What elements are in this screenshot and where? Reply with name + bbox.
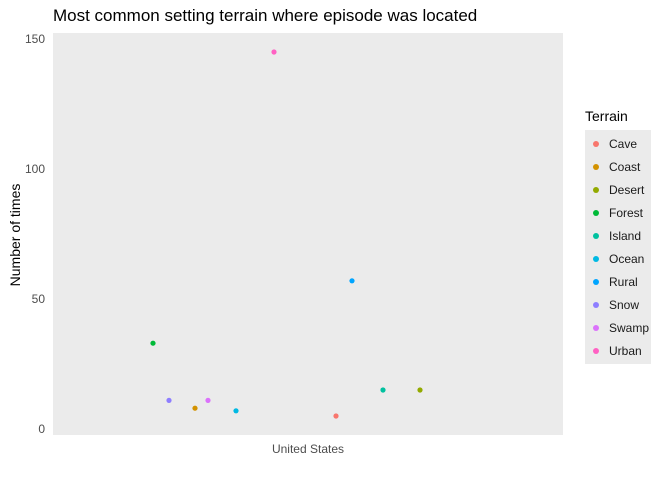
legend-dot-icon bbox=[593, 163, 599, 170]
legend-key bbox=[585, 255, 607, 262]
data-point-urban bbox=[271, 49, 277, 55]
legend-label: Forest bbox=[609, 205, 644, 220]
legend-dot-icon bbox=[593, 186, 599, 193]
data-point-forest bbox=[150, 340, 156, 346]
legend-label: Rural bbox=[609, 274, 638, 289]
legend-item-swamp: Swamp bbox=[585, 316, 651, 339]
legend-dot-icon bbox=[593, 232, 599, 239]
legend-key bbox=[585, 301, 607, 308]
legend: Terrain Cave Coast Desert Forest Island Ocean… bbox=[585, 108, 652, 364]
legend-dot-icon bbox=[593, 209, 599, 216]
legend-box: Cave Coast Desert Forest Island Ocean Rural Sno… bbox=[585, 130, 652, 364]
legend-title: Terrain bbox=[585, 108, 628, 124]
data-point-swamp bbox=[205, 397, 211, 403]
y-tick-label: 50 bbox=[32, 292, 46, 306]
legend-dot-icon bbox=[593, 255, 599, 262]
legend-key bbox=[585, 186, 607, 193]
data-point-cave bbox=[333, 413, 339, 419]
legend-dot-icon bbox=[593, 324, 599, 331]
legend-key bbox=[585, 324, 607, 331]
chart-title: Most common setting terrain where episod… bbox=[53, 6, 478, 25]
legend-label: Snow bbox=[609, 297, 640, 312]
y-axis-title: Number of times bbox=[7, 184, 23, 287]
legend-label: Coast bbox=[609, 159, 641, 174]
plot-panel bbox=[53, 33, 563, 435]
y-tick-label: 100 bbox=[25, 162, 45, 176]
x-tick-label: United States bbox=[272, 442, 344, 456]
legend-item-forest: Forest bbox=[585, 201, 651, 224]
legend-item-coast: Coast bbox=[585, 155, 651, 178]
legend-label: Urban bbox=[609, 343, 642, 358]
legend-item-cave: Cave bbox=[585, 132, 651, 155]
data-point-island bbox=[380, 387, 386, 393]
legend-item-island: Island bbox=[585, 224, 651, 247]
legend-label: Ocean bbox=[609, 251, 645, 266]
legend-key bbox=[585, 140, 607, 147]
legend-key bbox=[585, 232, 607, 239]
legend-dot-icon bbox=[593, 347, 599, 354]
legend-key bbox=[585, 347, 607, 354]
y-tick-label: 0 bbox=[38, 422, 45, 436]
data-points bbox=[150, 49, 423, 419]
legend-key bbox=[585, 278, 607, 285]
data-point-ocean bbox=[233, 408, 239, 414]
legend-label: Desert bbox=[609, 182, 645, 197]
legend-item-ocean: Ocean bbox=[585, 247, 651, 270]
data-point-desert bbox=[417, 387, 423, 393]
legend-dot-icon bbox=[593, 278, 599, 285]
legend-dot-icon bbox=[593, 140, 599, 147]
data-point-coast bbox=[192, 405, 198, 411]
legend-label: Island bbox=[609, 228, 642, 243]
legend-item-desert: Desert bbox=[585, 178, 651, 201]
legend-item-snow: Snow bbox=[585, 293, 651, 316]
legend-label: Swamp bbox=[609, 320, 650, 335]
data-point-snow bbox=[166, 397, 172, 403]
legend-item-rural: Rural bbox=[585, 270, 651, 293]
y-tick-label: 150 bbox=[25, 32, 45, 46]
legend-item-urban: Urban bbox=[585, 339, 651, 362]
legend-key bbox=[585, 163, 607, 170]
legend-key bbox=[585, 209, 607, 216]
data-point-rural bbox=[349, 278, 355, 284]
legend-dot-icon bbox=[593, 301, 599, 308]
y-axis-ticks: 0 50 100 150 bbox=[25, 32, 45, 436]
legend-label: Cave bbox=[609, 136, 638, 151]
